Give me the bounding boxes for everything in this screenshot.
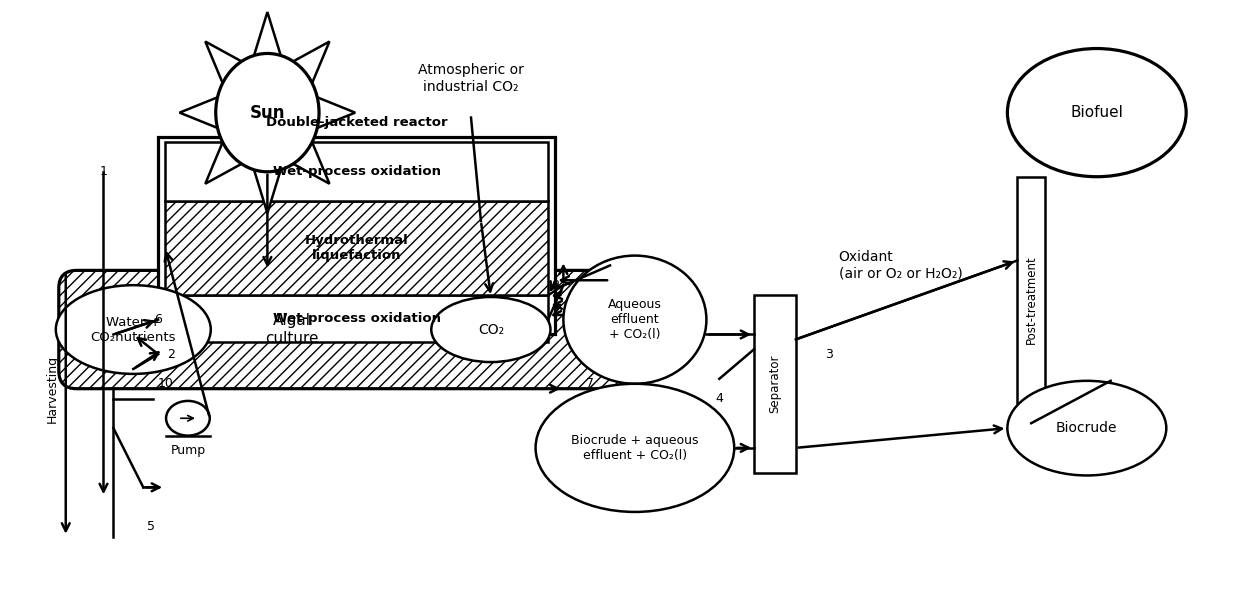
Text: Water +
CO₂nutrients: Water + CO₂nutrients: [91, 315, 176, 343]
Bar: [1017, 176, 1045, 423]
Ellipse shape: [1007, 381, 1167, 475]
Ellipse shape: [432, 297, 551, 362]
Text: Oxidant
(air or O₂ or H₂O₂): Oxidant (air or O₂ or H₂O₂): [838, 250, 962, 280]
Text: Post-treatment: Post-treatment: [1024, 255, 1038, 345]
Text: Wet-process oxidation: Wet-process oxidation: [273, 165, 440, 178]
Ellipse shape: [56, 285, 211, 374]
Text: Aqueous
effluent
+ CO₂(l): Aqueous effluent + CO₂(l): [608, 298, 662, 341]
Ellipse shape: [536, 384, 734, 512]
Polygon shape: [254, 170, 280, 213]
Ellipse shape: [563, 255, 707, 384]
Text: Wet-process oxidation: Wet-process oxidation: [273, 312, 440, 325]
Text: Hydrothermal
liquefaction: Hydrothermal liquefaction: [305, 234, 409, 262]
Text: 10: 10: [159, 377, 174, 390]
Text: 8: 8: [552, 279, 559, 292]
FancyBboxPatch shape: [58, 270, 625, 388]
Text: 6: 6: [154, 313, 162, 326]
Bar: [165, 295, 548, 342]
Text: Harvesting: Harvesting: [46, 355, 58, 423]
Text: 7: 7: [587, 377, 594, 390]
Ellipse shape: [166, 401, 210, 435]
Polygon shape: [317, 97, 355, 128]
Polygon shape: [293, 42, 330, 83]
Polygon shape: [254, 12, 280, 55]
Polygon shape: [206, 42, 242, 83]
Text: 5: 5: [148, 520, 155, 533]
Text: Separator: Separator: [769, 355, 781, 413]
Text: Sun: Sun: [249, 103, 285, 122]
Text: 2: 2: [167, 347, 175, 361]
Text: Double-jacketed reactor: Double-jacketed reactor: [265, 116, 448, 129]
Text: Pump: Pump: [170, 444, 206, 457]
Text: Biocrude: Biocrude: [1056, 421, 1117, 435]
Bar: [165, 142, 548, 201]
Polygon shape: [180, 97, 217, 128]
Text: 3: 3: [825, 347, 832, 361]
Bar: [754, 295, 796, 472]
Ellipse shape: [1007, 49, 1187, 176]
Polygon shape: [293, 142, 330, 184]
Polygon shape: [206, 142, 242, 184]
Text: Biofuel: Biofuel: [1070, 105, 1123, 120]
Text: 1: 1: [99, 165, 108, 178]
Bar: [159, 137, 556, 334]
Text: CO₂: CO₂: [477, 323, 503, 337]
Ellipse shape: [216, 53, 319, 172]
Bar: [165, 201, 548, 295]
Text: Biocrude + aqueous
effluent + CO₂(l): Biocrude + aqueous effluent + CO₂(l): [572, 434, 698, 462]
Text: Atmospheric or
industrial CO₂: Atmospheric or industrial CO₂: [418, 64, 525, 93]
Text: 4: 4: [715, 392, 723, 405]
Text: Algal
culture: Algal culture: [265, 314, 319, 346]
